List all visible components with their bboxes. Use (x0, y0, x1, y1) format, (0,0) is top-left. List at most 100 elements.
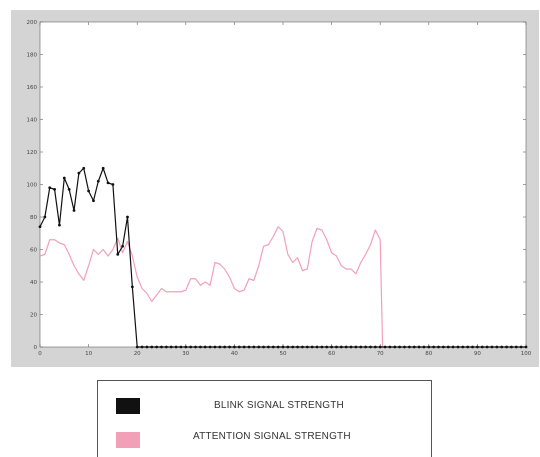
data-point-blink (320, 345, 324, 349)
x-tick-label: 20 (134, 351, 141, 357)
data-point-blink (62, 176, 66, 180)
plot-area (39, 21, 527, 348)
data-point-blink (325, 345, 329, 349)
data-point-blink (194, 345, 197, 349)
data-point-blink (354, 345, 358, 349)
data-point-blink (252, 345, 256, 349)
data-point-blink (335, 345, 338, 349)
data-point-blink (393, 345, 397, 349)
data-point-blink (276, 345, 280, 349)
data-point-blink (130, 285, 134, 289)
data-point-blink (174, 345, 178, 349)
y-tick-label: 40 (30, 280, 37, 286)
y-tick-label: 140 (27, 118, 38, 124)
y-tick-label: 60 (30, 248, 37, 254)
data-point-blink (364, 345, 368, 349)
data-point-blink (43, 215, 47, 219)
data-point-blink (359, 345, 363, 349)
x-tick-label: 80 (425, 351, 432, 357)
data-point-blink (286, 345, 290, 349)
data-point-blink (38, 225, 42, 229)
data-point-blink (485, 345, 489, 349)
data-point-blink (524, 345, 528, 349)
data-point-blink (369, 345, 372, 349)
data-point-blink (228, 345, 231, 349)
data-point-blink (412, 345, 416, 349)
data-point-blink (262, 345, 265, 349)
x-tick-label: 0 (38, 351, 42, 357)
y-tick-label: 20 (30, 313, 37, 319)
legend-swatch-blink (116, 398, 140, 414)
x-tick-label: 10 (85, 351, 92, 357)
data-point-blink (466, 345, 470, 349)
data-point-blink (145, 345, 149, 349)
data-point-blink (92, 199, 95, 203)
data-point-blink (451, 345, 455, 349)
figure-background: 0 10 20 30 40 50 60 70 80 90 100 0 20 40 60 80 100 120 140… (11, 10, 539, 367)
x-tick-label: 60 (328, 351, 335, 357)
data-point-blink (48, 186, 52, 190)
data-point-blink (121, 244, 125, 248)
data-point-blink (189, 345, 193, 349)
data-point-blink (480, 345, 484, 349)
data-point-blink (417, 345, 421, 349)
data-point-blink (169, 345, 173, 349)
axis-ticks: 0 10 20 30 40 50 60 70 80 90 100 0 20 40 60 80 100 120 140… (27, 20, 532, 357)
data-point-blink (476, 345, 479, 349)
data-point-blink (495, 345, 499, 349)
data-point-blink (213, 345, 217, 349)
data-point-blink (490, 345, 494, 349)
data-point-blink (378, 345, 382, 349)
data-point-blink (281, 345, 285, 349)
data-point-blink (111, 183, 115, 186)
data-point-blink (519, 345, 523, 349)
data-point-blink (373, 345, 377, 349)
data-point-blink (267, 345, 270, 349)
data-point-blink (203, 345, 207, 349)
line-chart: 0 10 20 30 40 50 60 70 80 90 100 0 20 40 60 80 100 120 140… (27, 20, 532, 357)
data-point-blink (505, 345, 508, 349)
x-tick-label: 50 (280, 351, 287, 357)
data-point-blink (223, 345, 227, 349)
data-point-blink (427, 345, 431, 349)
data-point-blink (315, 345, 319, 349)
series-line-attention (39, 226, 384, 348)
series-layer (38, 166, 528, 349)
y-tick-label: 100 (27, 183, 38, 189)
data-point-blink (87, 189, 90, 193)
data-point-blink (72, 209, 76, 212)
data-point-blink (422, 345, 426, 349)
data-point-blink (208, 345, 212, 349)
data-point-blink (305, 345, 309, 349)
data-point-blink (301, 345, 304, 349)
data-point-blink (247, 345, 251, 349)
data-point-blink (82, 166, 86, 170)
data-point-blink (461, 345, 465, 349)
x-tick-label: 90 (474, 351, 481, 357)
y-tick-label: 0 (34, 345, 38, 351)
y-tick-label: 80 (30, 215, 37, 221)
legend: BLINK SIGNAL STRENGTH ATTENTION SIGNAL S… (97, 380, 432, 457)
data-point-blink (432, 345, 436, 349)
data-point-blink (330, 345, 333, 349)
data-point-blink (388, 345, 392, 349)
data-point-blink (500, 345, 504, 349)
data-point-blink (441, 345, 445, 349)
data-point-blink (407, 345, 411, 349)
y-tick-label: 200 (27, 20, 38, 26)
x-tick-label: 70 (377, 351, 384, 357)
data-point-blink (242, 345, 246, 349)
legend-swatch-attention (116, 432, 140, 448)
data-point-blink (179, 345, 183, 349)
data-point-blink (155, 345, 159, 349)
x-tick-label: 30 (182, 351, 189, 357)
legend-label-attention: ATTENTION SIGNAL STRENGTH (193, 431, 351, 442)
data-point-blink (135, 345, 139, 349)
data-point-blink (184, 345, 188, 349)
data-point-blink (106, 181, 110, 185)
data-point-blink (140, 345, 144, 349)
data-point-blink (510, 345, 513, 349)
data-point-blink (310, 345, 314, 349)
data-point-blink (291, 345, 295, 349)
data-point-blink (160, 345, 163, 349)
